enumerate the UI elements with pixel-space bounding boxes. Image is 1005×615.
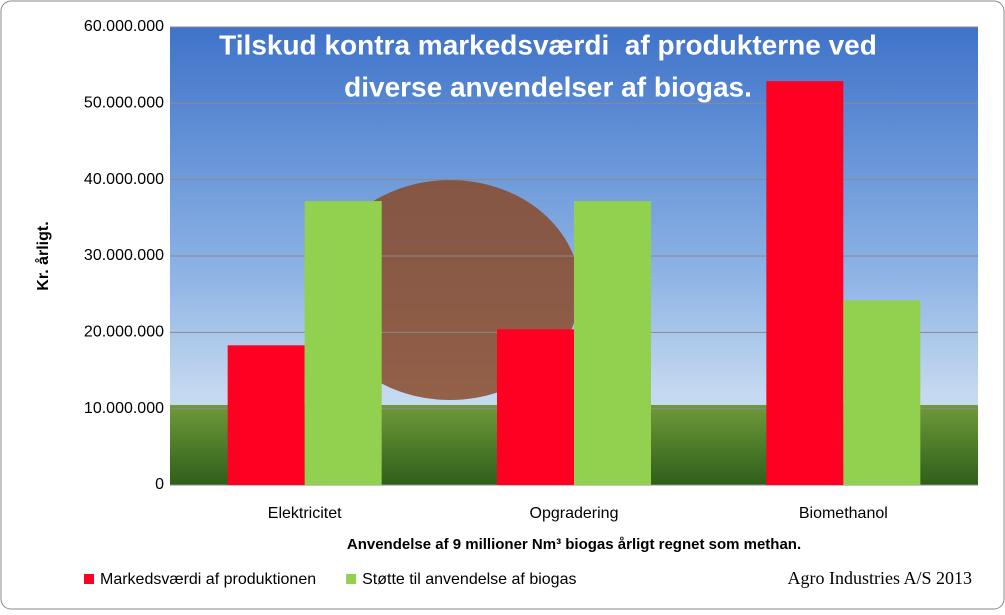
bar bbox=[574, 201, 651, 486]
bar bbox=[766, 81, 844, 486]
chart-title: diverse anvendelser af biogas. bbox=[344, 71, 752, 102]
bar bbox=[843, 300, 921, 485]
legend-swatch bbox=[346, 574, 357, 584]
y-tick-label: 60.000.000 bbox=[84, 18, 164, 35]
y-tick-label: 0 bbox=[155, 476, 164, 493]
x-tick-label: Elektricitet bbox=[268, 505, 342, 522]
legend-swatch bbox=[84, 574, 94, 584]
y-tick-label: 40.000.000 bbox=[84, 171, 164, 188]
legend-label: Støtte til anvendelse af biogas bbox=[362, 571, 576, 588]
bar bbox=[227, 345, 305, 485]
bar bbox=[497, 329, 574, 485]
y-tick-label: 30.000.000 bbox=[84, 247, 164, 264]
legend-label: Markedsværdi af produktionen bbox=[100, 571, 316, 588]
y-tick-label: 20.000.000 bbox=[84, 324, 164, 341]
annotation: Agro Industries A/S 2013 bbox=[788, 568, 973, 588]
chart-title: Tilskud kontra markedsværdi af produkter… bbox=[219, 29, 877, 60]
x-axis-label: Anvendelse af 9 millioner Nm³ biogas årl… bbox=[347, 536, 801, 553]
bar bbox=[304, 201, 382, 486]
y-axis-label: Kr. årligt. bbox=[34, 221, 52, 290]
x-tick-label: Biomethanol bbox=[799, 505, 888, 522]
x-tick-label: Opgradering bbox=[530, 505, 619, 522]
y-tick-label: 50.000.000 bbox=[84, 95, 164, 112]
y-tick-label: 10.000.000 bbox=[84, 400, 164, 417]
